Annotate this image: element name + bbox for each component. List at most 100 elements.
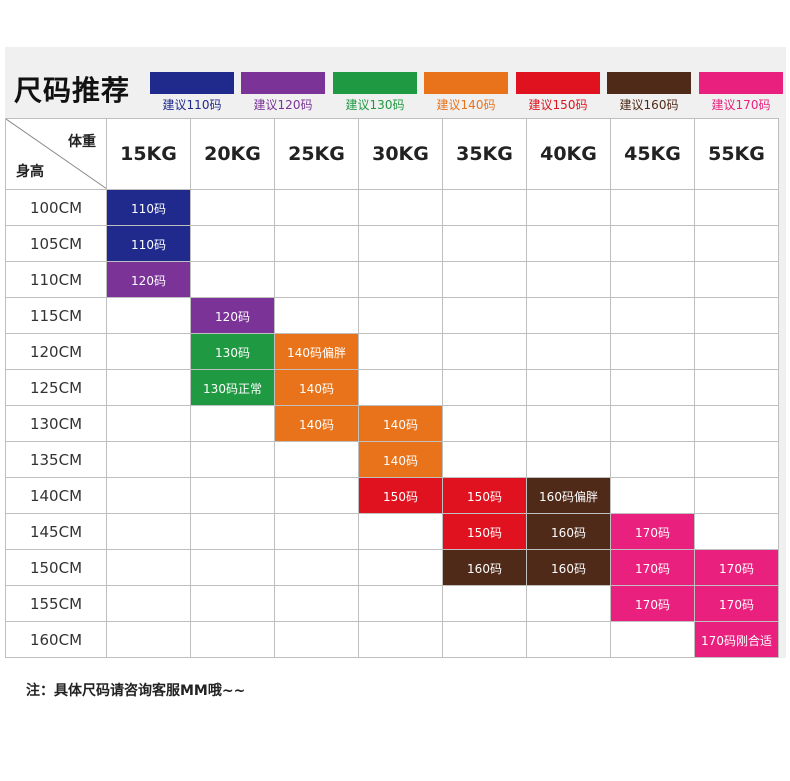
empty-cell xyxy=(694,405,779,442)
legend-swatch xyxy=(699,72,783,94)
empty-cell xyxy=(106,621,191,658)
empty-cell xyxy=(274,225,359,262)
size-cell-label: 140码 xyxy=(299,418,334,432)
empty-cell xyxy=(442,621,527,658)
legend-item: 建议160码 xyxy=(607,72,691,113)
empty-cell xyxy=(190,189,275,226)
empty-cell xyxy=(694,477,779,514)
legend-swatch xyxy=(150,72,234,94)
size-cell: 160码 xyxy=(442,549,527,586)
empty-cell xyxy=(526,369,611,406)
size-cell-label: 160码 xyxy=(467,562,502,576)
legend-item: 建议130码 xyxy=(333,72,417,113)
empty-cell xyxy=(694,441,779,478)
table-row: 160CM 170码刚合适 xyxy=(5,621,779,658)
empty-cell xyxy=(358,225,443,262)
empty-cell xyxy=(358,261,443,298)
empty-cell xyxy=(526,189,611,226)
weight-header: 55KG xyxy=(694,118,779,190)
empty-cell xyxy=(358,513,443,550)
size-cell: 170码刚合适 xyxy=(694,621,779,658)
legend-item: 建议150码 xyxy=(516,72,600,113)
empty-cell xyxy=(442,297,527,334)
size-cell-label: 120码 xyxy=(215,310,250,324)
height-label: 140CM xyxy=(5,477,107,514)
weight-header: 20KG xyxy=(190,118,275,190)
table-row: 125CM 130码正常 140码 xyxy=(5,369,779,406)
height-label: 145CM xyxy=(5,513,107,550)
header-row: 体重 身高 15KG 20KG 25KG 30KG 35KG 40KG 45KG 55KG xyxy=(5,118,779,190)
table-row: 140CM 150码 150码 160码偏胖 xyxy=(5,477,779,514)
empty-cell xyxy=(442,189,527,226)
empty-cell xyxy=(274,513,359,550)
empty-cell xyxy=(190,477,275,514)
empty-cell xyxy=(610,261,695,298)
empty-cell xyxy=(694,261,779,298)
size-cell: 140码 xyxy=(274,405,359,442)
legend-swatch xyxy=(333,72,417,94)
empty-cell xyxy=(694,369,779,406)
size-cell-label: 110码 xyxy=(131,202,166,216)
empty-cell xyxy=(610,369,695,406)
legend-item: 建议110码 xyxy=(150,72,234,113)
empty-cell xyxy=(526,297,611,334)
weight-header: 35KG xyxy=(442,118,527,190)
empty-cell xyxy=(274,621,359,658)
empty-cell xyxy=(274,585,359,622)
size-cell-label: 170码 xyxy=(635,526,670,540)
legend-swatch xyxy=(516,72,600,94)
empty-cell xyxy=(274,477,359,514)
table-row: 100CM 110码 xyxy=(5,189,779,226)
size-cell: 150码 xyxy=(442,513,527,550)
empty-cell xyxy=(442,333,527,370)
height-label: 160CM xyxy=(5,621,107,658)
empty-cell xyxy=(190,261,275,298)
empty-cell xyxy=(190,585,275,622)
empty-cell xyxy=(106,369,191,406)
size-cell: 110码 xyxy=(106,189,191,226)
empty-cell xyxy=(358,369,443,406)
empty-cell xyxy=(190,225,275,262)
size-cell: 120码 xyxy=(106,261,191,298)
height-label: 150CM xyxy=(5,549,107,586)
empty-cell xyxy=(442,585,527,622)
empty-cell xyxy=(358,189,443,226)
empty-cell xyxy=(106,333,191,370)
size-cell-label: 140码 xyxy=(299,382,334,396)
empty-cell xyxy=(526,621,611,658)
size-cell: 160码偏胖 xyxy=(526,477,611,514)
size-cell-label: 150码 xyxy=(467,526,502,540)
empty-cell xyxy=(694,189,779,226)
table-row: 105CM 110码 xyxy=(5,225,779,262)
empty-cell xyxy=(694,225,779,262)
empty-cell xyxy=(358,585,443,622)
weight-header: 25KG xyxy=(274,118,359,190)
size-cell: 110码 xyxy=(106,225,191,262)
size-cell-label: 130码 xyxy=(215,346,250,360)
empty-cell xyxy=(274,297,359,334)
empty-cell xyxy=(274,549,359,586)
empty-cell xyxy=(610,405,695,442)
size-cell: 120码 xyxy=(190,297,275,334)
weight-axis-label: 体重 xyxy=(68,134,96,150)
size-cell-label: 140码 xyxy=(383,418,418,432)
empty-cell xyxy=(610,297,695,334)
size-cell: 150码 xyxy=(442,477,527,514)
size-cell: 140码 xyxy=(358,441,443,478)
size-cell-label: 150码 xyxy=(467,490,502,504)
empty-cell xyxy=(442,225,527,262)
empty-cell xyxy=(274,189,359,226)
height-label: 100CM xyxy=(5,189,107,226)
empty-cell xyxy=(526,225,611,262)
size-cell: 140码 xyxy=(274,369,359,406)
legend-swatch xyxy=(424,72,508,94)
size-cell: 170码 xyxy=(694,585,779,622)
legend-label: 建议130码 xyxy=(345,98,405,112)
size-cell-label: 170码 xyxy=(719,562,754,576)
size-cell: 170码 xyxy=(610,585,695,622)
table-row: 135CM 140码 xyxy=(5,441,779,478)
height-label: 110CM xyxy=(5,261,107,298)
legend-label: 建议110码 xyxy=(162,98,222,112)
empty-cell xyxy=(442,441,527,478)
size-cell-label: 170码刚合适 xyxy=(701,634,772,648)
